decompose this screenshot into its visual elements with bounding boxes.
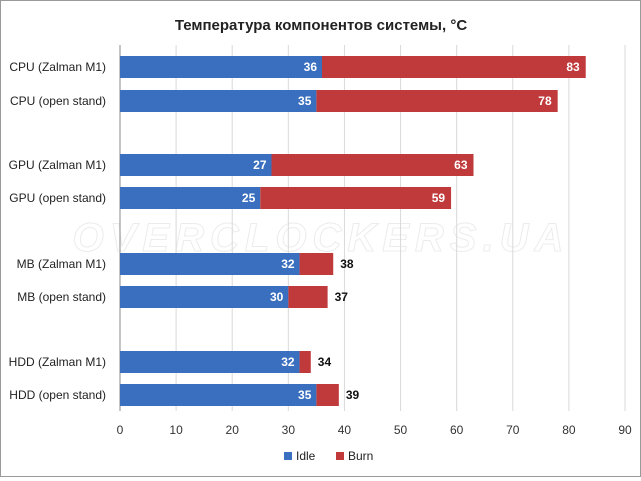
- category-labels: CPU (Zalman M1) CPU (open stand) GPU (Zalm…: [9, 60, 106, 402]
- bar-burn: [316, 90, 558, 112]
- bar-idle: [120, 56, 322, 78]
- bar-burn: [288, 286, 328, 308]
- x-tick-label: 60: [450, 423, 464, 437]
- x-tick-label: 30: [282, 423, 296, 437]
- category-label: GPU (open stand): [9, 191, 106, 205]
- category-label: MB (Zalman M1): [17, 257, 106, 271]
- x-tick-label: 0: [117, 423, 124, 437]
- bar-burn: [299, 351, 311, 373]
- category-label: GPU (Zalman M1): [9, 158, 106, 172]
- x-tick-label: 70: [506, 423, 520, 437]
- category-label: CPU (Zalman M1): [9, 60, 106, 74]
- bars: 36 83 35 78 27 63 25 59 32 38 30 37 32 34 35 39: [120, 56, 586, 406]
- category-label: HDD (Zalman M1): [9, 355, 106, 369]
- bar-idle: [120, 286, 289, 308]
- bar-burn-label: 38: [340, 257, 354, 271]
- bar-burn: [271, 154, 474, 176]
- chart-title: Температура компонентов системы, °C: [175, 17, 467, 34]
- x-tick-label: 50: [394, 423, 408, 437]
- bar-idle: [120, 154, 272, 176]
- bar-idle-label: 30: [270, 290, 284, 304]
- legend-label: Burn: [348, 449, 373, 463]
- legend: Idle Burn: [284, 449, 373, 463]
- bar-idle-label: 32: [281, 355, 295, 369]
- bar-burn-label: 39: [346, 388, 360, 402]
- legend-swatch: [336, 452, 344, 460]
- bar-burn: [316, 384, 339, 406]
- bar-idle-label: 27: [253, 158, 267, 172]
- x-tick-label: 80: [562, 423, 576, 437]
- bar-idle-label: 25: [242, 191, 256, 205]
- bar-burn-label: 78: [538, 94, 552, 108]
- bar-burn-label: 37: [335, 290, 349, 304]
- category-label: CPU (open stand): [10, 94, 106, 108]
- bar-burn-label: 83: [566, 60, 580, 74]
- bar-idle: [120, 90, 317, 112]
- bar-idle-label: 32: [281, 257, 295, 271]
- bar-idle: [120, 253, 300, 275]
- bar-idle-label: 35: [298, 388, 312, 402]
- bar-idle: [120, 384, 317, 406]
- category-label: MB (open stand): [17, 290, 106, 304]
- x-axis-ticks: 0 10 20 30 40 50 60 70 80 90: [117, 423, 632, 437]
- legend-swatch: [284, 452, 292, 460]
- x-tick-label: 90: [618, 423, 632, 437]
- bar-burn-label: 34: [318, 355, 332, 369]
- bar-burn: [299, 253, 334, 275]
- bar-burn-label: 59: [432, 191, 446, 205]
- bar-idle: [120, 187, 261, 209]
- bar-idle-label: 35: [298, 94, 312, 108]
- category-label: HDD (open stand): [9, 388, 106, 402]
- bar-burn: [260, 187, 452, 209]
- bar-burn: [322, 56, 586, 78]
- x-tick-label: 10: [169, 423, 183, 437]
- bar-idle-label: 36: [304, 60, 318, 74]
- bar-idle: [120, 351, 300, 373]
- x-tick-label: 20: [226, 423, 240, 437]
- legend-label: Idle: [296, 449, 316, 463]
- bar-burn-label: 63: [454, 158, 468, 172]
- x-tick-label: 40: [338, 423, 352, 437]
